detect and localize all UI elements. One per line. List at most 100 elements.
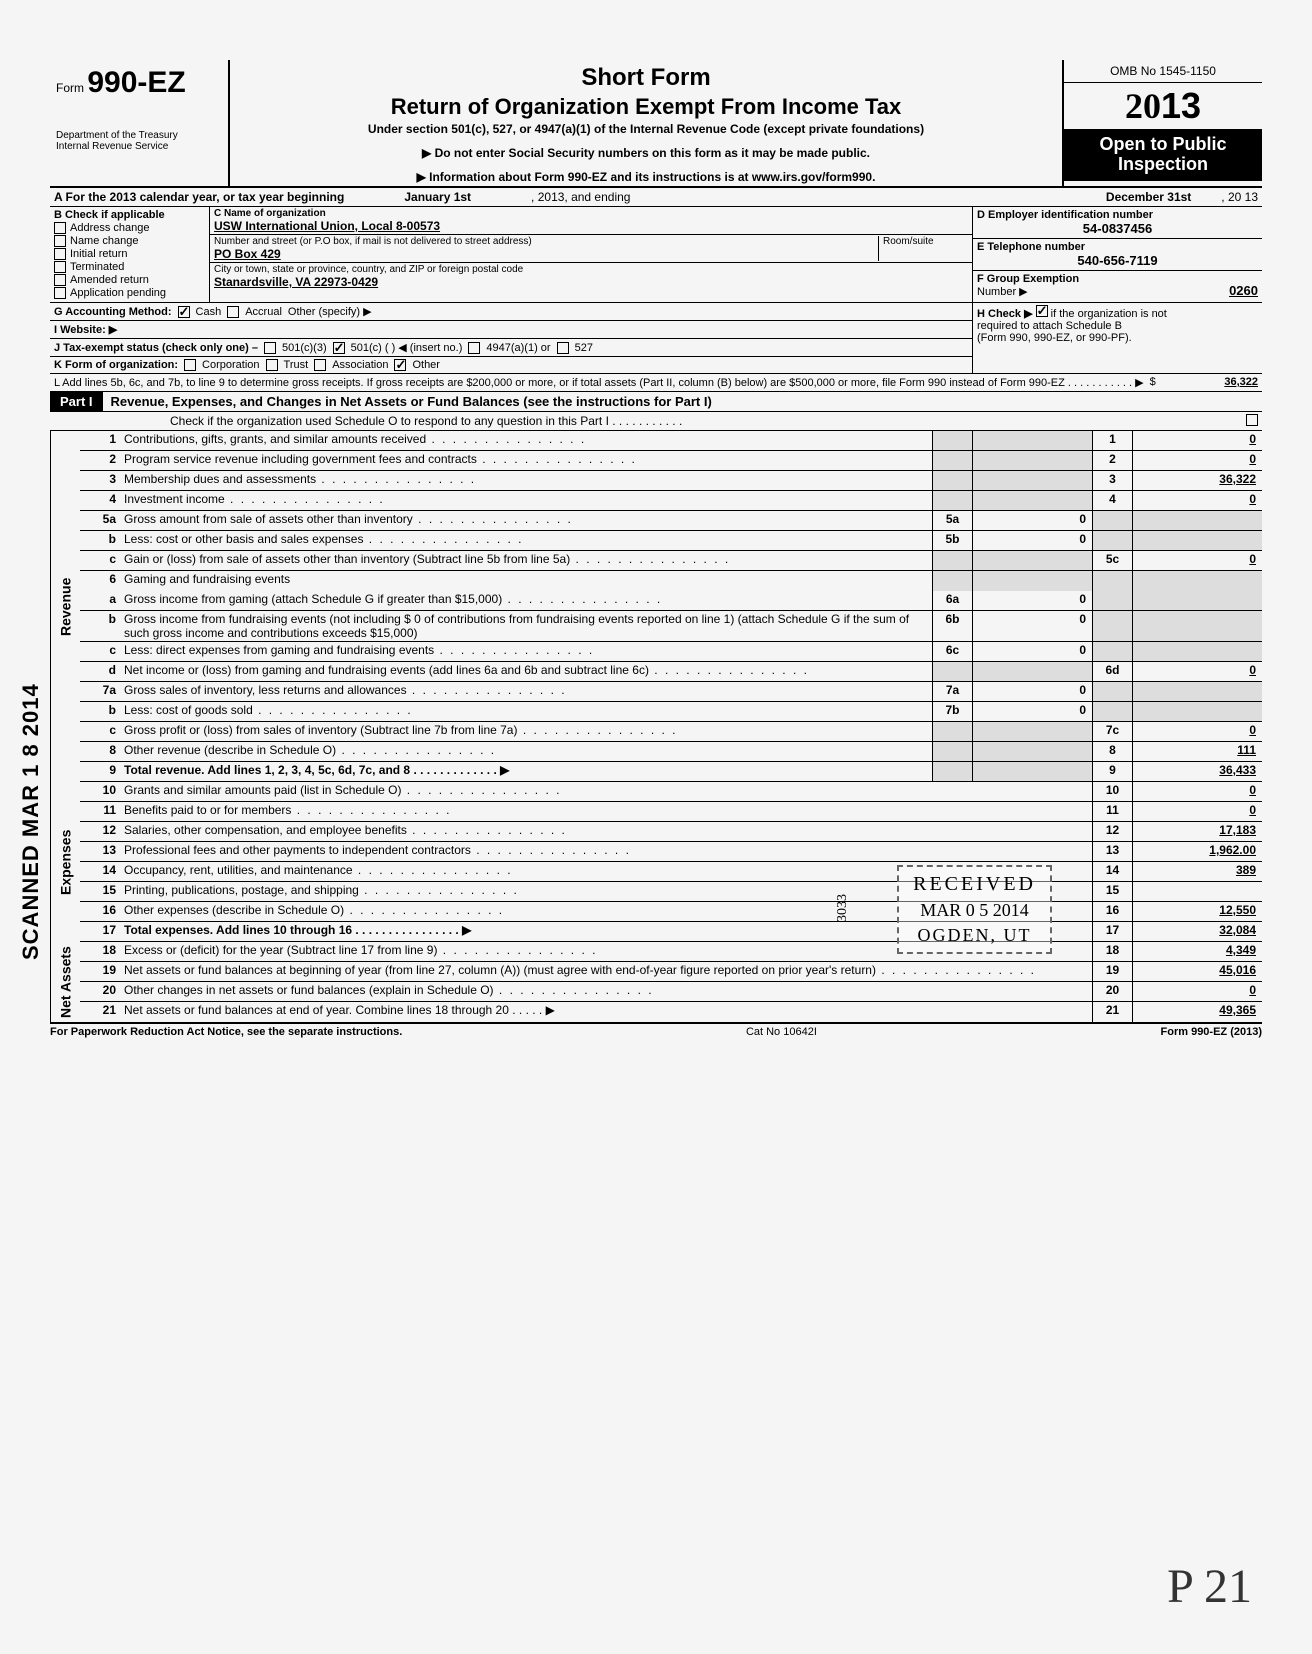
row5a-desc: Gross amount from sale of assets other t… <box>120 511 932 530</box>
open-to-public: Open to Public Inspection <box>1064 129 1262 181</box>
chk-other-org[interactable] <box>394 359 406 371</box>
org-info-block: B Check if applicable Address change Nam… <box>50 207 1262 303</box>
org-city: Stanardsville, VA 22973-0429 <box>214 275 968 289</box>
chk-4947[interactable] <box>468 342 480 354</box>
received-stamp: RECEIVED MAR 0 5 2014 OGDEN, UT <box>897 865 1052 954</box>
line-h: H Check ▶ if the organization is not req… <box>972 303 1262 373</box>
header-mid: Short Form Return of Organization Exempt… <box>230 60 1062 186</box>
row17-desc: Total expenses. Add lines 10 through 16 … <box>124 923 471 937</box>
chk-assoc[interactable] <box>314 359 326 371</box>
part1-sub-text: Check if the organization used Schedule … <box>170 414 682 428</box>
row6b-val: 0 <box>972 611 1092 641</box>
tax-year: 20201313 <box>1064 83 1262 129</box>
footer-right: Form 990-EZ (2013) <box>1161 1026 1262 1038</box>
col-c-org: C Name of organization USW International… <box>210 207 972 302</box>
chk-terminated[interactable]: Terminated <box>54 261 205 273</box>
row5b-val: 0 <box>972 531 1092 550</box>
form-990ez: Form 990-EZ Department of the Treasury I… <box>50 60 1262 1038</box>
row5c-desc: Gain or (loss) from sale of assets other… <box>120 551 932 570</box>
line-a-prefix: A For the 2013 calendar year, or tax yea… <box>54 190 344 204</box>
c-addr-label: Number and street (or P.O box, if mail i… <box>214 236 878 247</box>
chk-address-change[interactable]: Address change <box>54 222 205 234</box>
row8-val: 111 <box>1132 742 1262 761</box>
stamp-side-number: 3033 <box>835 894 851 922</box>
row9-desc: Total revenue. Add lines 1, 2, 3, 4, 5c,… <box>124 763 509 777</box>
row5c-val: 0 <box>1132 551 1262 570</box>
row5a-val: 0 <box>972 511 1092 530</box>
c-name-label: C Name of organization <box>214 208 326 219</box>
stamp-received: RECEIVED <box>913 873 1036 896</box>
c-city-label: City or town, state or province, country… <box>214 264 968 275</box>
phone: 540-656-7119 <box>977 253 1258 268</box>
footer-mid: Cat No 10642I <box>402 1026 1160 1038</box>
chk-corp[interactable] <box>184 359 196 371</box>
part1-header: Part I Revenue, Expenses, and Changes in… <box>50 392 1262 412</box>
h-text2: if the organization is not <box>1051 308 1167 320</box>
chk-schedule-o[interactable] <box>1246 414 1258 426</box>
row21-val: 49,365 <box>1132 1002 1262 1022</box>
row8-desc: Other revenue (describe in Schedule O) <box>120 742 932 761</box>
row6d-desc: Net income or (loss) from gaming and fun… <box>120 662 932 681</box>
chk-initial-return[interactable]: Initial return <box>54 248 205 260</box>
stamp-date: MAR 0 5 2014 <box>913 900 1036 921</box>
line-l: L Add lines 5b, 6c, and 7b, to line 9 to… <box>50 374 1262 392</box>
chk-501c[interactable] <box>333 342 345 354</box>
form-number: Form 990-EZ <box>56 66 222 100</box>
line-a-mid: , 2013, and ending <box>531 190 630 204</box>
row17-val: 32,084 <box>1132 922 1262 941</box>
j-label: J Tax-exempt status (check only one) – <box>54 342 258 354</box>
footer-left: For Paperwork Reduction Act Notice, see … <box>50 1026 402 1038</box>
line-i: I Website: ▶ <box>50 321 972 339</box>
room-suite-label: Room/suite <box>878 236 968 261</box>
chk-cash[interactable] <box>178 306 190 318</box>
h-text3: required to attach Schedule B <box>977 320 1122 332</box>
expenses-section: Expenses 10Grants and similar amounts pa… <box>50 782 1262 942</box>
chk-pending[interactable]: Application pending <box>54 287 205 299</box>
netassets-side-label: Net Assets <box>50 942 80 1022</box>
row14-val: 389 <box>1132 862 1262 881</box>
dept-block: Department of the Treasury Internal Reve… <box>56 130 222 152</box>
row6-desc: Gaming and fundraising events <box>120 571 932 591</box>
row3-val: 36,322 <box>1132 471 1262 490</box>
row10-val: 0 <box>1132 782 1262 801</box>
org-address: PO Box 429 <box>214 247 878 261</box>
subtitle: Under section 501(c), 527, or 4947(a)(1)… <box>240 122 1052 136</box>
row19-desc: Net assets or fund balances at beginning… <box>120 962 1092 981</box>
k-label: K Form of organization: <box>54 359 178 371</box>
row12-desc: Salaries, other compensation, and employ… <box>120 822 1092 841</box>
chk-name-change[interactable]: Name change <box>54 235 205 247</box>
row7a-desc: Gross sales of inventory, less returns a… <box>120 682 932 701</box>
form-prefix: Form <box>56 81 84 95</box>
row4-val: 0 <box>1132 491 1262 510</box>
row7b-val: 0 <box>972 702 1092 721</box>
form-header: Form 990-EZ Department of the Treasury I… <box>50 60 1262 188</box>
col-d-e-f: D Employer identification number 54-0837… <box>972 207 1262 302</box>
line-j: J Tax-exempt status (check only one) – 5… <box>50 339 972 357</box>
row10-desc: Grants and similar amounts paid (list in… <box>120 782 1092 801</box>
chk-527[interactable] <box>557 342 569 354</box>
f-label: F Group Exemption <box>977 273 1079 285</box>
stamp-location: OGDEN, UT <box>913 925 1036 946</box>
l-value: 36,322 <box>1224 376 1258 389</box>
org-name: USW International Union, Local 8-00573 <box>214 219 968 233</box>
b-label: B Check if applicable <box>54 209 165 221</box>
row15-val <box>1132 882 1262 901</box>
row20-desc: Other changes in net assets or fund bala… <box>120 982 1092 1001</box>
row6b-desc: Gross income from fundraising events (no… <box>120 611 932 641</box>
row6a-desc: Gross income from gaming (attach Schedul… <box>120 591 932 610</box>
row6d-val: 0 <box>1132 662 1262 681</box>
row1-desc: Contributions, gifts, grants, and simila… <box>120 431 932 450</box>
line-a-suffix: , 20 13 <box>1191 190 1258 204</box>
chk-501c3[interactable] <box>264 342 276 354</box>
chk-sched-b[interactable] <box>1036 305 1048 317</box>
row7b-desc: Less: cost of goods sold <box>120 702 932 721</box>
expenses-side-label: Expenses <box>50 782 80 942</box>
chk-trust[interactable] <box>266 359 278 371</box>
header-right: OMB No 1545-1150 20201313 Open to Public… <box>1062 60 1262 186</box>
title-short-form: Short Form <box>240 64 1052 92</box>
chk-accrual[interactable] <box>227 306 239 318</box>
line-k: K Form of organization: Corporation Trus… <box>50 357 972 373</box>
dept-line1: Department of the Treasury <box>56 130 222 141</box>
chk-amended[interactable]: Amended return <box>54 274 205 286</box>
row16-val: 12,550 <box>1132 902 1262 921</box>
